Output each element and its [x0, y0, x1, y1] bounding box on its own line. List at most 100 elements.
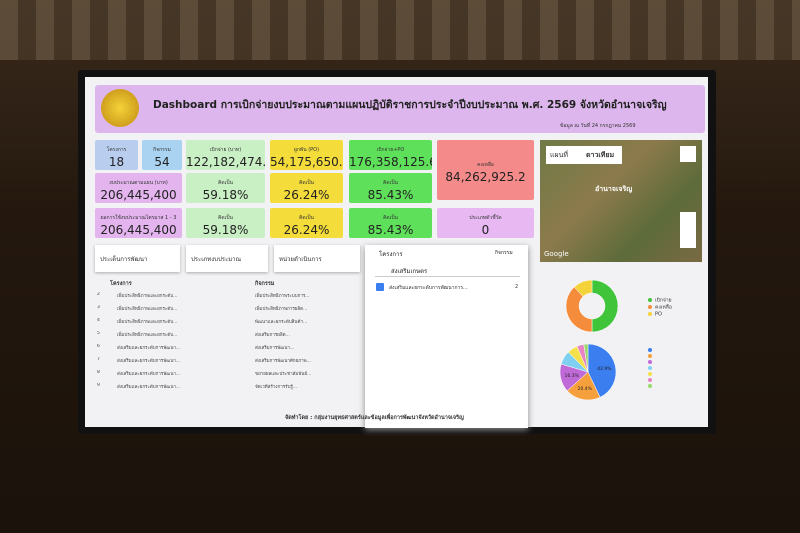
header-bar — [95, 85, 705, 133]
table-cell: เพิ่มประสิทธิภาพและยกระดับ... — [117, 333, 178, 338]
logo — [101, 89, 139, 127]
table-cell: พัฒนาและยกระดับสินค้า... — [255, 320, 308, 325]
legend-swatch — [648, 354, 652, 358]
kpi-value: 26.24% — [283, 223, 330, 237]
kpi-label: คงเหลือ — [477, 162, 494, 168]
date: ข้อมูล ณ วันที่ 24 กรกฎาคม 2569 — [560, 123, 636, 129]
search-box[interactable]: ส่งเสริมเกษตร — [375, 263, 520, 277]
donut-slice — [591, 279, 619, 333]
zoom-control[interactable] — [680, 212, 696, 248]
map-tab[interactable]: แผนที่ — [550, 151, 569, 159]
kpi-card: คิดเป็น 59.18% — [186, 208, 265, 238]
kpi-label: คิดเป็น — [299, 180, 314, 186]
pie-slice — [583, 343, 589, 373]
table-cell: เพิ่มประสิทธิภาพและยกระดับ... — [117, 320, 178, 325]
map[interactable]: แผนที่ ดาวเทียม อำนาจเจริญ Google — [540, 140, 702, 262]
donut-slice — [573, 279, 593, 297]
table-cell: 7 — [97, 357, 100, 362]
legend-swatch — [648, 305, 652, 309]
map-tab[interactable]: ดาวเทียม — [586, 151, 615, 159]
kpi-value: 176,358,125.64 — [349, 155, 432, 169]
kpi-label: คิดเป็น — [383, 215, 398, 221]
table-cell: ส่งเสริมและยกระดับการพัฒนา... — [117, 372, 181, 377]
kpi-value: 54,175,650.84 — [270, 155, 343, 169]
curtain — [0, 0, 800, 60]
kpi-card: เบิกจ่าย+PO 176,358,125.64 — [349, 140, 432, 170]
table-cell: 3 — [97, 305, 100, 310]
kpi-value: 206,445,400 — [100, 188, 177, 202]
dropdown[interactable]: โครงการ กิจกรรม ส่งเสริมเกษตร ส่งเสริมแล… — [365, 245, 528, 428]
kpi-value: 0 — [481, 223, 490, 237]
kpi-card: ผูกพัน (PO) 54,175,650.84 — [270, 140, 343, 170]
kpi-card: คิดเป็น 85.43% — [349, 208, 432, 238]
table-header: โครงการ — [110, 281, 132, 287]
kpi-card: โครงการ 18 — [95, 140, 138, 170]
kpi-value: 85.43% — [367, 188, 414, 202]
search-text: ส่งเสริมเกษตร — [391, 268, 428, 275]
kpi-label: กิจกรรม — [153, 147, 171, 153]
kpi-card: ผลการใช้งบประมาณไตรมาส 1 - 3 206,445,400 — [95, 208, 182, 238]
table-cell: เพิ่มประสิทธิภาพและยกระดับ... — [117, 307, 178, 312]
slice-label: 42.9% — [597, 366, 612, 372]
kpi-card: คิดเป็น 26.24% — [270, 173, 343, 203]
legend-swatch — [648, 372, 652, 376]
kpi-label: คิดเป็น — [218, 215, 233, 221]
fullscreen-button[interactable] — [680, 146, 696, 162]
kpi-label: คิดเป็น — [383, 180, 398, 186]
table-header: กิจกรรม — [255, 281, 275, 287]
kpi-label: ผลการใช้งบประมาณไตรมาส 1 - 3 — [100, 215, 177, 221]
kpi-value: 122,182,474.8 — [186, 155, 265, 169]
table-cell: ส่งเสริมและยกระดับการพัฒนา... — [117, 359, 181, 364]
kpi-card: คิดเป็น 85.43% — [349, 173, 432, 203]
kpi-card: ประเภทตัวชี้วัด 0 — [437, 208, 534, 238]
table-cell: ส่งเสริมและยกระดับการพัฒนา... — [117, 346, 181, 351]
kpi-card: คิดเป็น 26.24% — [270, 208, 343, 238]
kpi-card: กิจกรรม 54 — [142, 140, 182, 170]
kpi-label: เบิกจ่าย+PO — [376, 147, 405, 153]
dropdown-header: โครงการ — [379, 251, 403, 258]
kpi-label: คิดเป็น — [299, 215, 314, 221]
kpi-value: 54 — [154, 155, 170, 169]
table-cell: ส่งเสริมการผลิต... — [255, 333, 290, 338]
pie-slice — [566, 371, 601, 401]
table-cell: ส่งเสริมและยกระดับการพัฒนา... — [117, 385, 181, 390]
legend-swatch — [648, 378, 652, 382]
table-cell: เพิ่มประสิทธิภาพและยกระดับ... — [117, 294, 178, 299]
kpi-value: 206,445,400 — [100, 223, 177, 237]
filter-select[interactable]: ประเภทงบประมาณ — [186, 245, 268, 272]
kpi-value: 26.24% — [283, 188, 330, 202]
legend-swatch — [648, 298, 652, 302]
kpi-card: คิดเป็น 59.18% — [186, 173, 265, 203]
table-cell: 6 — [97, 344, 100, 349]
kpi-label: เบิกจ่าย (บาท) — [209, 147, 242, 153]
dropdown-item[interactable]: ส่งเสริมและยกระดับการพัฒนาการ... — [389, 285, 468, 291]
legend-swatch — [648, 360, 652, 364]
slice-label: 20.4% — [578, 386, 593, 392]
filter-select[interactable]: ประเด็นการพัฒนา — [95, 245, 180, 272]
kpi-label: ผูกพัน (PO) — [293, 147, 320, 153]
table-cell: 4 — [97, 318, 100, 323]
table-cell: ส่งเสริมการพัฒนาศักยภาพ... — [255, 359, 311, 364]
map-tabs: แผนที่ ดาวเทียม — [546, 146, 622, 164]
table-cell: จัดเวทีสร้างการรับรู้... — [255, 385, 298, 390]
table-cell: เพิ่มประสิทธิภาพระบบการ... — [255, 294, 310, 299]
legend-swatch — [648, 366, 652, 370]
filter-select[interactable]: หน่วยดำเนินการ — [274, 245, 360, 272]
kpi-card: เบิกจ่าย (บาท) 122,182,474.8 — [186, 140, 265, 170]
table-cell: 5 — [97, 331, 100, 336]
kpi-value: 84,262,925.2 — [445, 170, 526, 184]
checkbox[interactable] — [376, 283, 384, 291]
title: Dashboard การเบิกจ่ายงบประมาณตามแผนปฏิบั… — [153, 99, 667, 111]
kpi-label: ประเภทตัวชี้วัด — [469, 215, 502, 221]
table-cell: ส่งเสริมการพัฒนา... — [255, 346, 295, 351]
kpi-value: 59.18% — [202, 223, 249, 237]
footer: จัดทำโดย : กลุ่มงานยุทธศาสตร์และข้อมูลเพ… — [285, 415, 464, 421]
table-cell: ขยายผลและประชาสัมพันธ์... — [255, 372, 312, 377]
legend-swatch — [648, 348, 652, 352]
dropdown-count: 2 — [515, 284, 519, 290]
table-cell: 8 — [97, 370, 100, 375]
kpi-label: โครงการ — [106, 147, 127, 153]
kpi-value: 85.43% — [367, 223, 414, 237]
